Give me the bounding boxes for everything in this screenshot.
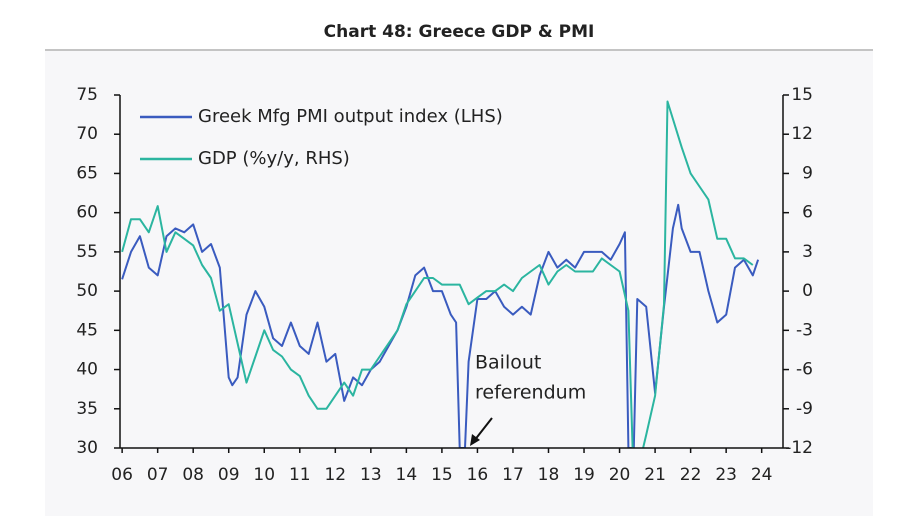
x-tick-label: 08 [182,465,204,485]
x-tick-label: 10 [253,465,275,485]
y-tick-label: 45 [76,320,98,340]
x-tick-label: 06 [111,465,133,485]
x-tick-label: 17 [502,465,524,485]
annotation: Bailout [475,352,541,374]
y-tick-label: 30 [76,438,98,458]
y-tick-label: 55 [76,242,98,262]
chart-title: Chart 48: Greece GDP & PMI [324,22,595,42]
plot-area [121,100,760,448]
annotation-arrowhead [470,434,480,446]
legend-label: Greek Mfg PMI output index (LHS) [198,106,503,127]
x-tick-label: 13 [360,465,382,485]
y-tick-label: 65 [76,163,98,183]
y2-tick-label: -9 [796,399,813,419]
legend-label: GDP (%y/y, RHS) [198,148,350,169]
x-tick-label: 15 [431,465,453,485]
x-tick-label: 12 [324,465,346,485]
x-tick-label: 11 [289,465,311,485]
y2-tick-label: 0 [802,281,813,301]
y2-tick-label: -12 [785,438,813,458]
y2-tick-label: -6 [796,360,813,380]
y2-tick-label: 9 [802,163,813,183]
x-tick-label: 07 [147,465,169,485]
y-tick-label: 50 [76,281,98,301]
annotation-arrow [473,417,493,442]
series-line [121,100,754,448]
annotation: referendum [475,382,586,404]
y-tick-label: 40 [76,360,98,380]
y-tick-label: 70 [76,124,98,144]
x-tick-label: 23 [715,465,737,485]
y-tick-label: 75 [76,85,98,105]
y2-tick-label: 15 [791,85,813,105]
x-tick-label: 19 [573,465,595,485]
x-tick-label: 22 [680,465,702,485]
x-tick-label: 21 [644,465,666,485]
y-tick-label: 60 [76,203,98,223]
x-tick-label: 24 [751,465,773,485]
x-tick-label: 14 [396,465,418,485]
x-tick-label: 16 [467,465,489,485]
y2-tick-label: 6 [802,203,813,223]
y-tick-label: 35 [76,399,98,419]
y2-tick-label: 12 [791,124,813,144]
y2-tick-label: 3 [802,242,813,262]
x-tick-label: 20 [609,465,631,485]
x-tick-label: 18 [538,465,560,485]
x-tick-label: 09 [218,465,240,485]
y2-tick-label: -3 [796,320,813,340]
